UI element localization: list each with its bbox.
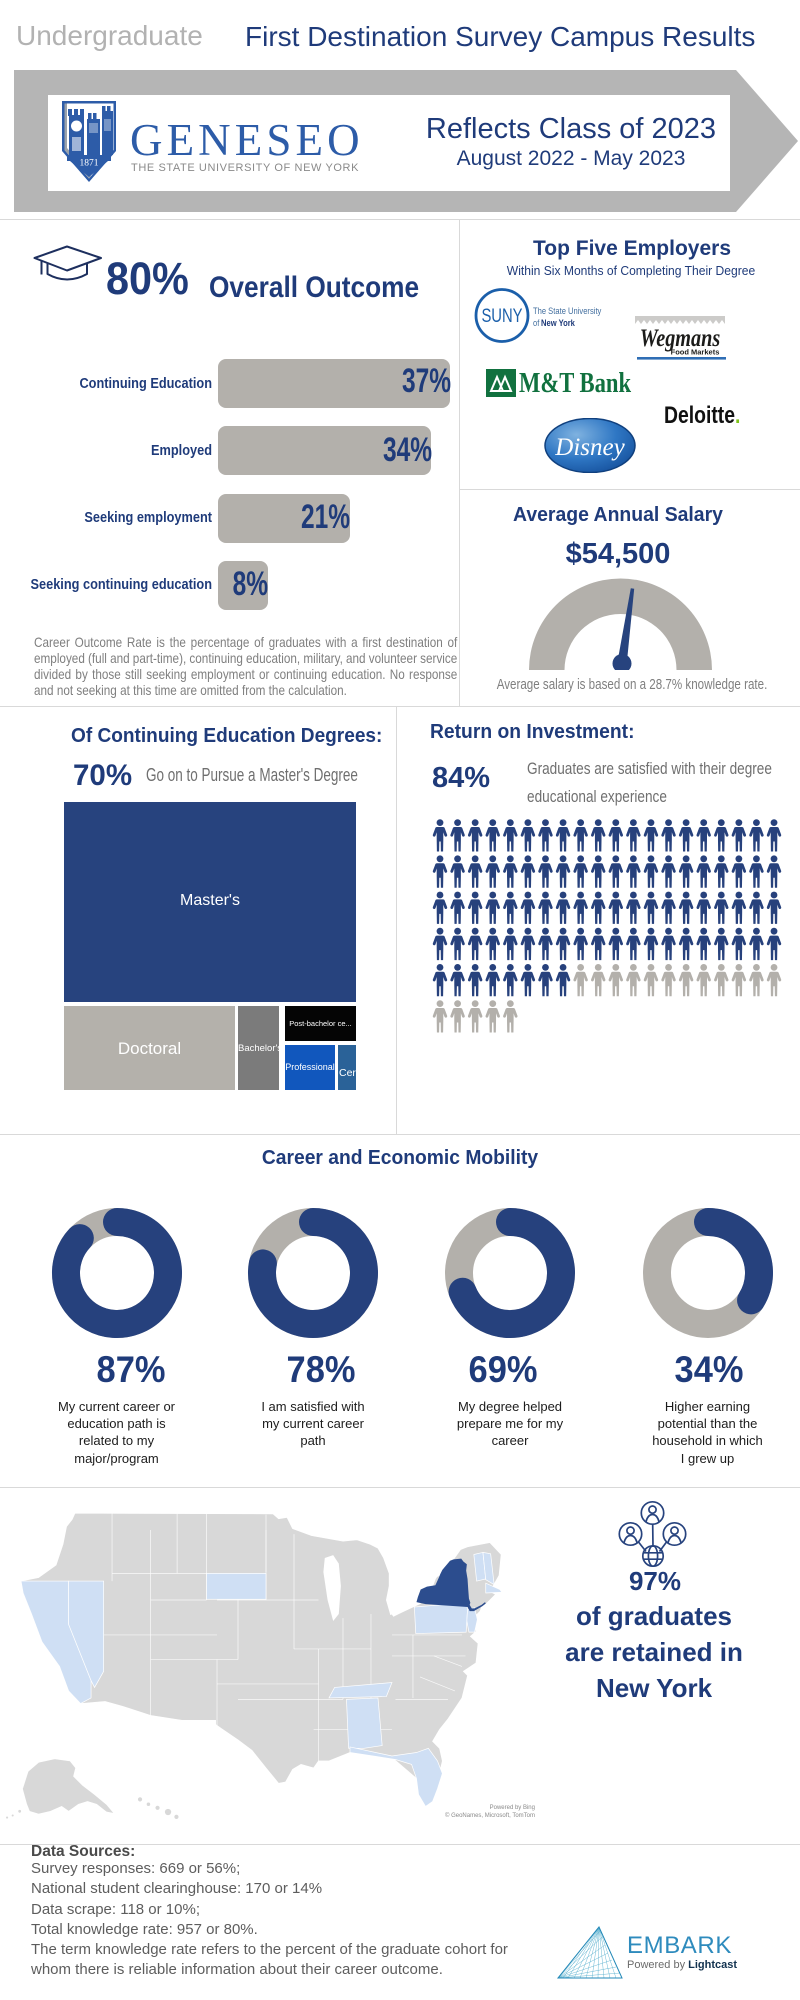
svg-text:New York: New York	[541, 317, 575, 328]
svg-text:Wegmans: Wegmans	[640, 324, 721, 351]
svg-text:Disney: Disney	[554, 434, 625, 461]
svg-text:Food Markets: Food Markets	[671, 348, 720, 357]
svg-text:of: of	[533, 317, 540, 328]
svg-text:1871: 1871	[80, 159, 99, 169]
svg-text:The State University: The State University	[533, 305, 602, 316]
svg-text:SUNY: SUNY	[481, 305, 522, 326]
